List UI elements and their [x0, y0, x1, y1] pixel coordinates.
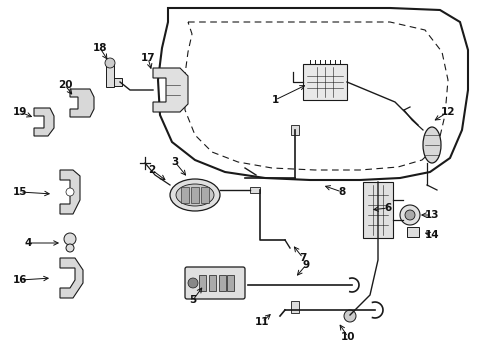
Text: 10: 10: [341, 332, 355, 342]
Circle shape: [66, 244, 74, 252]
Text: 19: 19: [13, 107, 27, 117]
Text: 8: 8: [339, 187, 345, 197]
Text: 9: 9: [302, 260, 310, 270]
Text: 20: 20: [58, 80, 72, 90]
Circle shape: [66, 188, 74, 196]
Bar: [250, 187, 260, 193]
Circle shape: [344, 310, 356, 322]
Text: 15: 15: [13, 187, 27, 197]
Text: 12: 12: [441, 107, 455, 117]
Bar: [181, 187, 189, 203]
Polygon shape: [34, 108, 54, 136]
Text: 13: 13: [425, 210, 439, 220]
Bar: [407, 227, 419, 237]
Text: 7: 7: [299, 253, 307, 263]
Text: 18: 18: [93, 43, 107, 53]
Circle shape: [105, 58, 115, 68]
Bar: [106, 63, 114, 87]
Bar: [291, 301, 299, 313]
Bar: [291, 125, 299, 135]
Text: 6: 6: [384, 203, 392, 213]
Polygon shape: [153, 68, 188, 112]
Bar: [191, 187, 199, 203]
Bar: [201, 187, 209, 203]
Bar: [110, 78, 122, 86]
Text: 14: 14: [425, 230, 440, 240]
Circle shape: [64, 233, 76, 245]
Ellipse shape: [423, 127, 441, 163]
Circle shape: [188, 278, 198, 288]
Ellipse shape: [176, 184, 214, 206]
FancyBboxPatch shape: [185, 267, 245, 299]
Bar: [227, 275, 234, 291]
Text: 3: 3: [172, 157, 179, 167]
Text: 1: 1: [271, 95, 279, 105]
Polygon shape: [60, 170, 80, 214]
Text: 17: 17: [141, 53, 155, 63]
Text: 11: 11: [255, 317, 269, 327]
Circle shape: [400, 205, 420, 225]
Bar: [209, 275, 216, 291]
Text: 2: 2: [148, 165, 156, 175]
Text: 5: 5: [189, 295, 196, 305]
Bar: [363, 182, 393, 238]
Text: 16: 16: [13, 275, 27, 285]
Bar: [219, 275, 226, 291]
Ellipse shape: [170, 179, 220, 211]
Polygon shape: [70, 89, 94, 117]
Text: 4: 4: [24, 238, 32, 248]
Bar: [303, 64, 347, 100]
Bar: [199, 275, 206, 291]
Circle shape: [405, 210, 415, 220]
Polygon shape: [60, 258, 83, 298]
